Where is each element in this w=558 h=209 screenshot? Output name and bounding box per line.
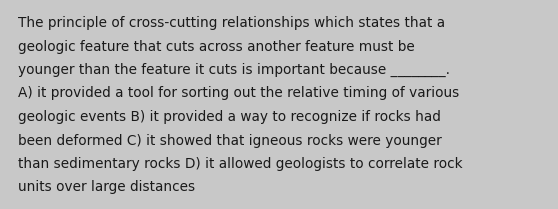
Text: geologic feature that cuts across another feature must be: geologic feature that cuts across anothe… [18, 40, 415, 54]
Text: been deformed C) it showed that igneous rocks were younger: been deformed C) it showed that igneous … [18, 134, 442, 148]
Text: younger than the feature it cuts is important because ________.: younger than the feature it cuts is impo… [18, 63, 450, 77]
Text: The principle of cross-cutting relationships which states that a: The principle of cross-cutting relations… [18, 16, 445, 30]
Text: than sedimentary rocks D) it allowed geologists to correlate rock: than sedimentary rocks D) it allowed geo… [18, 157, 463, 171]
Text: geologic events B) it provided a way to recognize if rocks had: geologic events B) it provided a way to … [18, 110, 441, 124]
Text: units over large distances: units over large distances [18, 181, 195, 195]
Text: A) it provided a tool for sorting out the relative timing of various: A) it provided a tool for sorting out th… [18, 87, 459, 101]
